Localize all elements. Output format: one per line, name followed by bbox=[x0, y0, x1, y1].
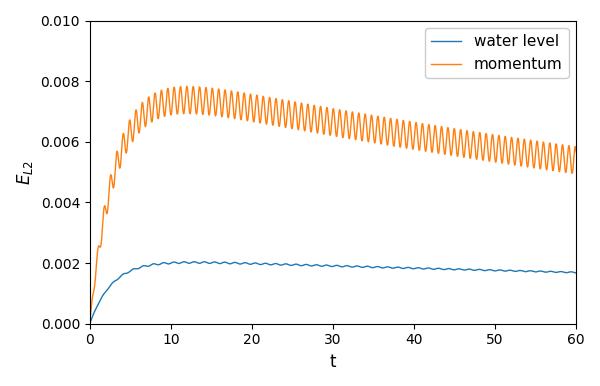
momentum bbox=[572, 150, 580, 154]
water level bbox=[202, 260, 209, 264]
momentum bbox=[86, 322, 94, 326]
Y-axis label: $E_{L2}$: $E_{L2}$ bbox=[15, 159, 35, 185]
momentum bbox=[269, 122, 277, 127]
water level bbox=[199, 260, 206, 264]
momentum bbox=[184, 84, 191, 89]
water level bbox=[191, 259, 198, 264]
water level bbox=[572, 271, 580, 275]
Line: momentum: momentum bbox=[90, 86, 576, 324]
water level bbox=[205, 261, 212, 265]
momentum bbox=[569, 171, 576, 175]
water level bbox=[86, 322, 94, 326]
momentum bbox=[199, 112, 206, 117]
water level bbox=[569, 270, 576, 274]
Line: water level: water level bbox=[90, 262, 576, 324]
water level bbox=[304, 262, 311, 267]
X-axis label: t: t bbox=[330, 353, 336, 371]
Legend: water level, momentum: water level, momentum bbox=[425, 28, 569, 78]
water level bbox=[269, 262, 277, 266]
momentum bbox=[202, 87, 209, 92]
momentum bbox=[304, 102, 311, 107]
momentum bbox=[205, 103, 212, 108]
